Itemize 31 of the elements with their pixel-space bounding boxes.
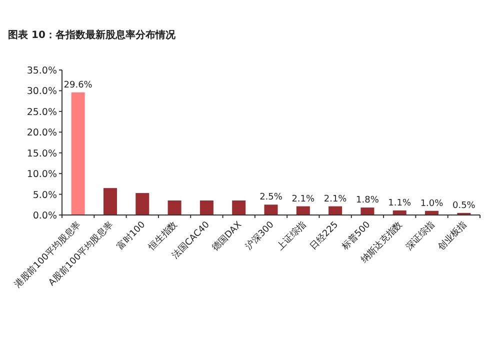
bar [264, 204, 278, 215]
data-label: 29.6% [64, 80, 93, 90]
bar [168, 200, 182, 215]
x-tick-label: 上证综指 [275, 219, 308, 253]
x-tick-label: 深证综指 [404, 219, 437, 253]
y-tick-label: 20.0% [26, 128, 57, 139]
y-tick-label: 35.0% [26, 66, 57, 76]
y-tick-label: 25.0% [26, 106, 57, 118]
y-tick-label: 0.0% [32, 210, 57, 222]
data-label: 2.1% [292, 194, 316, 204]
data-label: 1.0% [420, 198, 444, 209]
bar [71, 92, 85, 215]
data-label: 0.5% [452, 200, 476, 211]
data-label: 1.1% [388, 198, 412, 208]
y-tick-label: 5.0% [32, 190, 57, 201]
bar [296, 206, 310, 215]
y-tick-label: 30.0% [26, 86, 57, 98]
bar [232, 200, 246, 215]
data-label: 2.1% [324, 194, 348, 204]
data-label: 2.5% [260, 192, 283, 203]
y-tick-label: 15.0% [26, 148, 57, 160]
bar [103, 188, 117, 215]
bar [200, 200, 214, 215]
bar [328, 206, 342, 215]
chart-title: 图表 10：各指数最新股息率分布情况 [8, 29, 176, 41]
bar [360, 208, 374, 215]
y-tick-label: 10.0% [26, 169, 57, 180]
bar [136, 193, 150, 215]
x-tick-label: 创业板指 [436, 219, 470, 253]
data-label: 1.8% [356, 196, 380, 206]
x-tick-label: 富时100 [114, 219, 148, 252]
